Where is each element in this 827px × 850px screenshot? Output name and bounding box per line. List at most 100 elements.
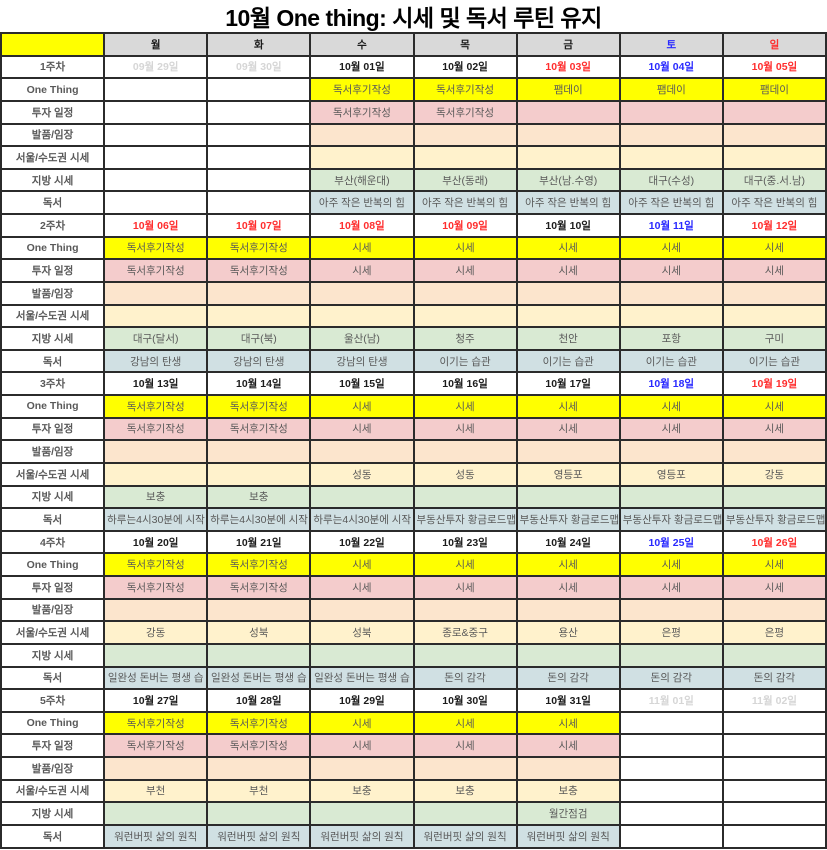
day-cell[interactable]: 시세 xyxy=(721,394,827,419)
day-cell[interactable]: 이기는 습관 xyxy=(618,348,724,374)
date-cell[interactable]: 10월 29일 xyxy=(309,688,415,713)
date-cell[interactable]: 10월 22일 xyxy=(309,529,415,555)
day-cell[interactable]: 시세 xyxy=(618,394,724,419)
day-cell[interactable]: 시세 xyxy=(618,416,724,442)
day-cell[interactable]: 부산(동래) xyxy=(412,167,518,193)
day-cell[interactable]: 울산(남) xyxy=(309,326,415,351)
date-cell[interactable]: 10월 03일 xyxy=(515,54,621,80)
day-cell[interactable]: 부천 xyxy=(103,778,209,804)
day-cell[interactable]: 성동 xyxy=(412,461,518,487)
day-cell[interactable]: 팸데이 xyxy=(721,77,827,102)
day-cell[interactable]: 독서후기작성 xyxy=(206,575,312,600)
day-cell[interactable] xyxy=(206,122,312,148)
day-cell[interactable]: 영등포 xyxy=(515,461,621,487)
day-cell[interactable] xyxy=(412,484,518,510)
day-cell[interactable]: 독서후기작성 xyxy=(103,416,209,442)
day-cell[interactable]: 시세 xyxy=(412,733,518,758)
date-cell[interactable]: 10월 10일 xyxy=(515,213,621,238)
row-label-one-thing[interactable]: One Thing xyxy=(0,394,106,419)
day-cell[interactable] xyxy=(515,597,621,623)
day-header-3[interactable]: 목 xyxy=(412,32,518,57)
date-cell[interactable]: 10월 06일 xyxy=(103,213,209,238)
day-cell[interactable]: 강남의 탄생 xyxy=(206,348,312,374)
day-cell[interactable]: 워런버핏 삶의 원칙 xyxy=(515,823,621,850)
day-cell[interactable]: 시세 xyxy=(309,710,415,736)
day-cell[interactable]: 시세 xyxy=(618,575,724,600)
row-label-invest[interactable]: 투자 일정 xyxy=(0,416,106,442)
day-cell[interactable]: 보충 xyxy=(103,484,209,510)
day-cell[interactable] xyxy=(618,439,724,464)
date-cell[interactable]: 10월 05일 xyxy=(721,54,827,80)
day-cell[interactable] xyxy=(515,303,621,329)
row-label-invest[interactable]: 투자 일정 xyxy=(0,575,106,600)
day-cell[interactable]: 월간점검 xyxy=(515,801,621,826)
day-cell[interactable]: 대구(달서) xyxy=(103,326,209,351)
day-cell[interactable] xyxy=(721,778,827,804)
day-cell[interactable]: 대구(수성) xyxy=(618,167,724,193)
day-cell[interactable] xyxy=(515,439,621,464)
day-cell[interactable]: 시세 xyxy=(412,575,518,600)
week-label-4[interactable]: 4주차 xyxy=(0,529,106,555)
day-cell[interactable] xyxy=(412,303,518,329)
day-cell[interactable]: 독서후기작성 xyxy=(309,77,415,102)
day-cell[interactable]: 시세 xyxy=(309,733,415,758)
day-cell[interactable]: 시세 xyxy=(412,394,518,419)
day-cell[interactable]: 시세 xyxy=(721,552,827,577)
day-cell[interactable]: 성북 xyxy=(206,620,312,645)
day-cell[interactable]: 구미 xyxy=(721,326,827,351)
day-cell[interactable] xyxy=(103,801,209,826)
day-cell[interactable]: 이기는 습관 xyxy=(515,348,621,374)
date-cell[interactable]: 10월 01일 xyxy=(309,54,415,80)
day-cell[interactable]: 시세 xyxy=(515,235,621,261)
day-cell[interactable]: 시세 xyxy=(515,258,621,283)
date-cell[interactable]: 10월 20일 xyxy=(103,529,209,555)
day-cell[interactable]: 독서후기작성 xyxy=(103,552,209,577)
day-cell[interactable] xyxy=(206,461,312,487)
day-cell[interactable] xyxy=(618,597,724,623)
day-cell[interactable] xyxy=(618,122,724,148)
day-cell[interactable] xyxy=(412,439,518,464)
day-cell[interactable]: 은평 xyxy=(721,620,827,645)
day-cell[interactable]: 시세 xyxy=(515,394,621,419)
day-cell[interactable] xyxy=(412,145,518,170)
day-cell[interactable] xyxy=(721,801,827,826)
row-label-invest[interactable]: 투자 일정 xyxy=(0,99,106,125)
date-cell[interactable]: 10월 12일 xyxy=(721,213,827,238)
row-label-field[interactable]: 발품/임장 xyxy=(0,439,106,464)
day-cell[interactable] xyxy=(721,823,827,850)
day-cell[interactable] xyxy=(206,642,312,668)
date-cell[interactable]: 10월 13일 xyxy=(103,371,209,396)
day-cell[interactable]: 아주 작은 반복의 힘 xyxy=(721,190,827,215)
row-label-seoul[interactable]: 서울/수도권 시세 xyxy=(0,461,106,487)
day-cell[interactable] xyxy=(206,801,312,826)
row-label-one-thing[interactable]: One Thing xyxy=(0,710,106,736)
day-cell[interactable] xyxy=(309,597,415,623)
day-cell[interactable]: 아주 작은 반복의 힘 xyxy=(412,190,518,215)
day-cell[interactable] xyxy=(206,99,312,125)
day-cell[interactable]: 독서후기작성 xyxy=(206,733,312,758)
date-cell[interactable]: 10월 07일 xyxy=(206,213,312,238)
day-cell[interactable]: 시세 xyxy=(721,258,827,283)
day-cell[interactable]: 독서후기작성 xyxy=(206,552,312,577)
day-cell[interactable] xyxy=(309,801,415,826)
day-cell[interactable]: 대구(북) xyxy=(206,326,312,351)
week-label-5[interactable]: 5주차 xyxy=(0,688,106,713)
day-cell[interactable]: 시세 xyxy=(412,258,518,283)
day-cell[interactable]: 독서후기작성 xyxy=(103,733,209,758)
row-label-local[interactable]: 지방 시세 xyxy=(0,801,106,826)
date-cell[interactable]: 10월 19일 xyxy=(721,371,827,396)
day-cell[interactable] xyxy=(309,145,415,170)
day-cell[interactable]: 시세 xyxy=(515,710,621,736)
day-cell[interactable] xyxy=(412,642,518,668)
day-cell[interactable]: 시세 xyxy=(515,733,621,758)
day-cell[interactable] xyxy=(103,439,209,464)
row-label-field[interactable]: 발품/임장 xyxy=(0,597,106,623)
day-header-4[interactable]: 금 xyxy=(515,32,621,57)
day-cell[interactable] xyxy=(721,756,827,781)
day-cell[interactable] xyxy=(515,484,621,510)
day-cell[interactable]: 강남의 탄생 xyxy=(103,348,209,374)
day-cell[interactable]: 시세 xyxy=(412,552,518,577)
day-cell[interactable] xyxy=(618,756,724,781)
date-cell[interactable]: 10월 26일 xyxy=(721,529,827,555)
day-cell[interactable] xyxy=(618,710,724,736)
